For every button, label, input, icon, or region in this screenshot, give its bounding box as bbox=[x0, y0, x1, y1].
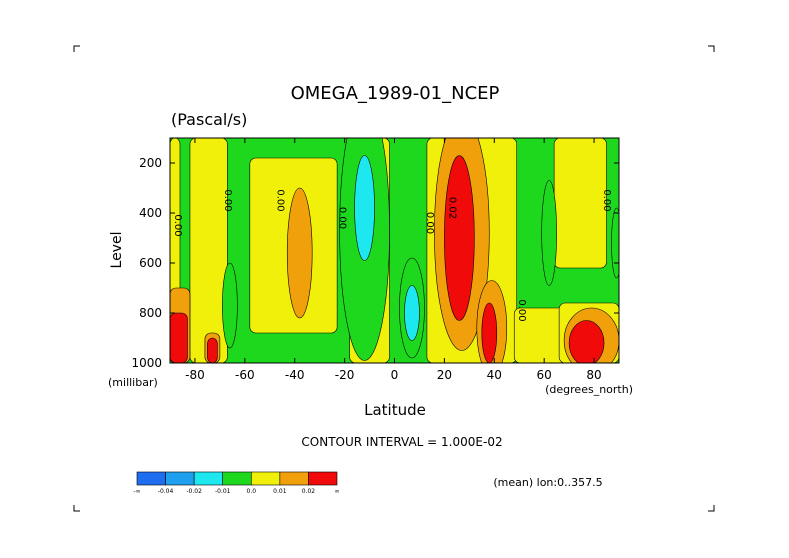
contour-label-4: 0.00 bbox=[424, 212, 435, 234]
colorbar-swatch-3 bbox=[222, 471, 252, 486]
y-tick-label-2: 600 bbox=[139, 256, 162, 270]
contour-region-23 bbox=[611, 207, 619, 279]
x-tick-label-7: 60 bbox=[537, 368, 552, 382]
y-tick-label-0: 200 bbox=[139, 156, 162, 170]
contour-label-1: 0.00 bbox=[222, 189, 233, 211]
contour-region-19 bbox=[222, 262, 238, 349]
colorbar-label-1: -0.04 bbox=[158, 488, 174, 495]
colorbar-label-0: -∞ bbox=[133, 488, 140, 495]
chart-units: (Pascal/s) bbox=[171, 110, 247, 129]
x-tick-label-8: 80 bbox=[586, 368, 601, 382]
y-axis-title: Level bbox=[109, 232, 125, 269]
x-axis-title: Latitude bbox=[364, 401, 426, 419]
colorbar-swatch-6 bbox=[308, 471, 338, 486]
contour-region-17 bbox=[481, 302, 498, 363]
colorbar-swatch-4 bbox=[250, 471, 281, 486]
contour-interval-text: CONTOUR INTERVAL = 1.000E-02 bbox=[301, 435, 502, 449]
y-axis-unit: (millibar) bbox=[108, 376, 158, 389]
colorbar: -∞ -0.04 -0.02 -0.01 0.0 0.01 0.02 ∞ bbox=[133, 471, 340, 495]
x-tick-label-0: -80 bbox=[185, 368, 205, 382]
contour-region-25 bbox=[404, 285, 420, 341]
contour-label-3: 0.00 bbox=[337, 207, 348, 229]
colorbar-label-6: 0.02 bbox=[302, 488, 316, 495]
x-axis-unit: (degrees_north) bbox=[545, 383, 633, 396]
contour-region-1 bbox=[189, 138, 228, 363]
colorbar-label-7: ∞ bbox=[335, 488, 340, 495]
x-tick-label-3: -20 bbox=[335, 368, 355, 382]
contour-label-6: 0.00 bbox=[516, 299, 527, 321]
contour-label-7: 0.00 bbox=[601, 189, 612, 211]
colorbar-swatch-5 bbox=[279, 471, 309, 486]
mean-text: (mean) lon:0..357.5 bbox=[493, 476, 602, 489]
contour-region-18 bbox=[568, 320, 605, 363]
plot-area: 0.00 0.00 0.00 0.00 0.00 0.02 0.00 0.00 bbox=[170, 138, 619, 363]
contour-region-15 bbox=[207, 337, 218, 363]
colorbar-label-2: -0.02 bbox=[186, 488, 202, 495]
x-tick-label-2: -40 bbox=[285, 368, 305, 382]
chart-title: OMEGA_1989-01_NCEP bbox=[291, 83, 500, 104]
y-tick-label-4: 1000 bbox=[131, 356, 162, 370]
y-axis: 200 400 600 800 1000 bbox=[131, 156, 619, 370]
x-tick-label-1: -60 bbox=[235, 368, 255, 382]
x-axis: -80 -60 -40 -20 0 20 40 60 80 bbox=[185, 138, 602, 382]
contour-region-16 bbox=[444, 155, 475, 321]
x-tick-label-4: 0 bbox=[391, 368, 399, 382]
contour-label-0: 0.00 bbox=[172, 214, 183, 236]
colorbar-swatch-2 bbox=[193, 471, 224, 486]
contour-region-10 bbox=[286, 187, 313, 319]
x-tick-label-5: 20 bbox=[437, 368, 452, 382]
crop-mark-top-right bbox=[708, 45, 715, 52]
contour-region-14 bbox=[170, 312, 188, 363]
colorbar-swatch-1 bbox=[165, 471, 195, 486]
colorbar-swatch-0 bbox=[136, 471, 166, 486]
colorbar-label-5: 0.01 bbox=[273, 488, 287, 495]
y-tick-label-1: 400 bbox=[139, 206, 162, 220]
x-tick-label-6: 40 bbox=[487, 368, 502, 382]
crop-mark-top-left bbox=[73, 45, 80, 52]
contour-region-22 bbox=[541, 180, 557, 286]
y-tick-label-3: 800 bbox=[139, 306, 162, 320]
colorbar-label-3: -0.01 bbox=[215, 488, 231, 495]
crop-mark-bottom-left bbox=[73, 505, 80, 512]
contour-label-2: 0.00 bbox=[274, 189, 285, 211]
contour-region-6 bbox=[553, 138, 607, 269]
colorbar-label-4: 0.0 bbox=[247, 488, 257, 495]
contour-region-24 bbox=[354, 155, 375, 261]
crop-marks bbox=[73, 45, 715, 512]
contour-label-5: 0.02 bbox=[446, 197, 457, 219]
crop-mark-bottom-right bbox=[708, 505, 715, 512]
